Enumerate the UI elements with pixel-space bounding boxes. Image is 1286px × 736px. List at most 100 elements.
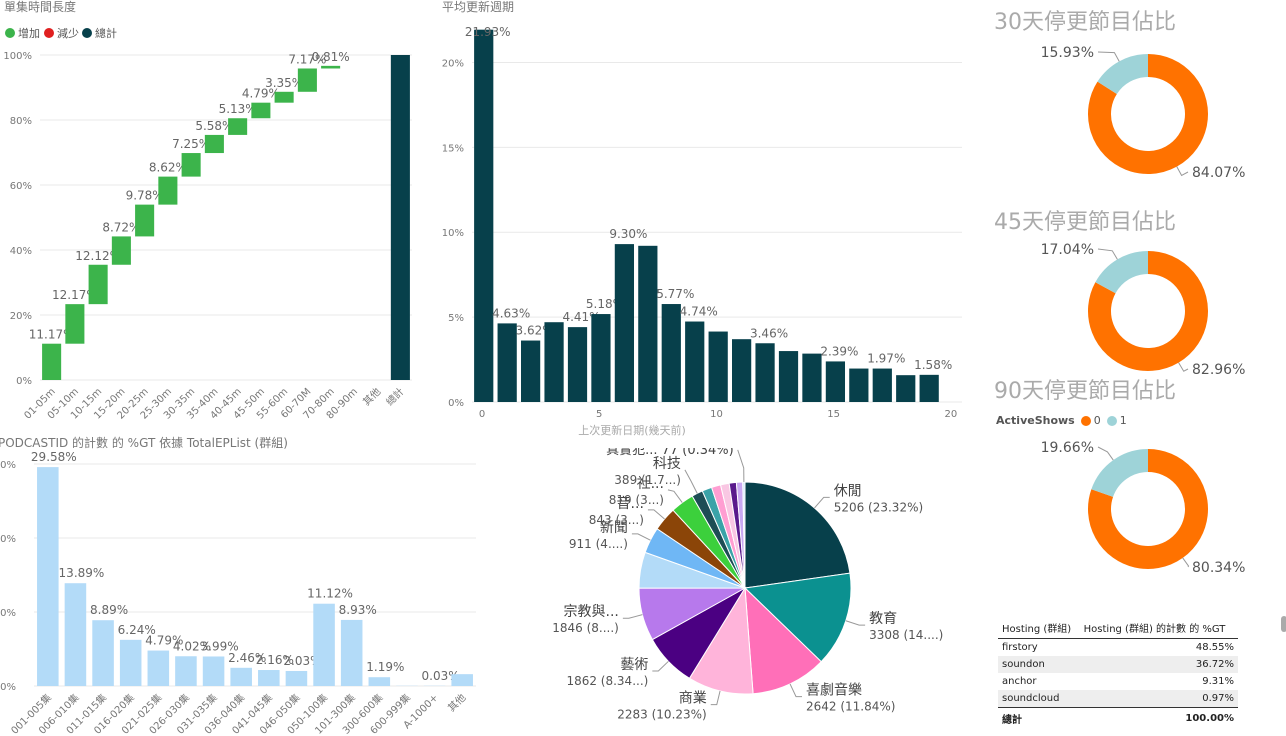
column-header-percent[interactable]: Hosting (群組) 的計數 的 %GT [1079,617,1238,639]
hosting-name: soundcloud [998,690,1080,708]
pie-label-name: 喜劇音樂 [806,682,862,699]
donut-label: 17.04% [1041,242,1094,258]
pie-label-name: 休閒 [834,483,862,499]
donut-slice [1091,449,1149,498]
data-label: 5.58% [195,119,233,133]
donut-slice [1097,54,1149,95]
hosting-name: soundon [998,656,1080,673]
data-label: 2.03% [283,654,321,668]
bar [202,656,225,686]
hosting-name: anchor [1002,676,1037,687]
waterfall-chart: 0%20%40%60%80%100%11.17%01-05m12.17%05-1… [3,50,412,422]
bar [451,674,473,686]
bar [313,603,335,686]
bar [175,656,197,686]
y-tick-label: 10% [442,228,464,239]
hosting-percent: 48.55% [1195,642,1234,653]
table-row[interactable]: soundon 36.72% [998,656,1238,673]
pie-label-name: 宗教與... [564,604,619,620]
legend-dot [5,28,15,38]
x-tick-label: 總計 [383,385,406,408]
waterfall-bar [135,204,155,237]
pie-label-name: 音... [617,495,644,512]
data-label: 8.72% [102,220,140,234]
donut-45-title: 45天停更節目佔比 [994,210,1176,235]
donut-leader-line [1097,446,1114,461]
data-label: 0.81% [312,50,350,64]
bar [919,374,939,402]
waterfall-legend-total[interactable]: 總計 [82,25,117,41]
waterfall-bar [297,68,317,92]
legend-dot [44,28,54,38]
data-label: 1.19% [366,660,404,674]
y-tick-label: 10% [0,608,16,619]
bar [638,245,658,402]
pie-leader-line [647,509,665,520]
y-tick-label: 5% [448,313,464,324]
hosting-percent: 0.97% [1079,690,1238,708]
data-label: 12.17% [52,288,98,302]
y-tick-label: 40% [10,246,32,257]
bar [708,331,728,402]
data-label: 4.63% [492,306,530,320]
x-axis-label: 上次更新日期(幾天前) [578,423,686,437]
y-tick-label: 20% [442,58,464,69]
update-cycle-panel: 平均更新週期 0% 5% 10% 15% 20% 21.93% 4.63% 3.62% 4.41… [430,0,970,440]
data-label: 4.41% [562,310,600,324]
bar [474,29,494,402]
pie-label-name: 科技 [653,456,681,472]
table-header-row: Hosting (群組) Hosting (群組) 的計數 的 %GT [998,617,1238,639]
pie-slice [744,586,822,695]
table-row[interactable]: soundcloud 0.97% [998,690,1238,708]
x-tick-label: 其他 [445,691,468,714]
x-tick-label: 15 [827,409,840,420]
column-header-hosting[interactable]: Hosting (群組) [998,617,1080,639]
legend-item-1[interactable]: 1 [1106,414,1127,427]
pie-label-value: 1846 (8....) [552,621,619,635]
hosting-percent: 9.31% [1202,676,1234,687]
pie-leader-line [622,614,643,619]
donut-leader-line [1176,166,1189,177]
data-label: 3.99% [201,639,239,653]
pie-leader-line [737,449,745,483]
bar [614,244,635,402]
y-tick-label: 20% [0,534,16,545]
hosting-table: Hosting (群組) Hosting (群組) 的計數 的 %GT firs… [998,617,1238,729]
waterfall-legend-decrease[interactable]: 減少 [44,25,79,41]
legend-item-0[interactable]: 0 [1080,414,1101,427]
y-tick-label: 80% [10,116,32,127]
waterfall-legend-increase[interactable]: 增加 [5,25,40,41]
data-label: 11.12% [307,587,353,601]
episode-count-panel: PODCASTID 的計數 的 %GT 依據 TotalEPList (群組) … [0,432,480,736]
legend-dot [1080,415,1091,426]
bar [825,361,846,402]
pie-label-value: 819 (3...) [609,493,664,507]
data-label: 2.16% [256,653,294,667]
legend-label: 1 [1119,414,1127,427]
data-label: 5.77% [656,287,694,301]
scroll-handle[interactable] [1281,616,1286,632]
legend-label: 增加 [18,27,40,40]
waterfall-bar [181,153,201,177]
donut-leader-line [1097,248,1118,260]
table-row[interactable]: firstory 48.55% [998,639,1238,657]
episode-count-title: PODCASTID 的計數 的 %GT 依據 TotalEPList (群組) [0,436,288,450]
x-tick-label: 20 [945,409,958,420]
bar [147,650,170,686]
data-label: 29.58% [31,450,77,464]
bar [521,340,541,402]
waterfall-bar [42,343,62,380]
bar [567,327,588,402]
y-tick-label: 30% [0,460,16,471]
data-label: 5.13% [219,102,257,116]
pie-label: 真實犯... 77 (0.34%) [606,448,734,458]
pie-leader-line [814,496,830,509]
data-label: 9.30% [609,227,647,241]
waterfall-bar [251,102,271,119]
hosting-percent: 36.72% [1079,656,1238,673]
pie-leader-line [684,469,698,494]
data-label: 0.03% [422,669,460,683]
donut-charts: 84.07% 15.93% 82.96% 17.04% 80.34% 19.66% [1041,45,1246,576]
table-row[interactable]: anchor 9.31% [998,673,1238,690]
